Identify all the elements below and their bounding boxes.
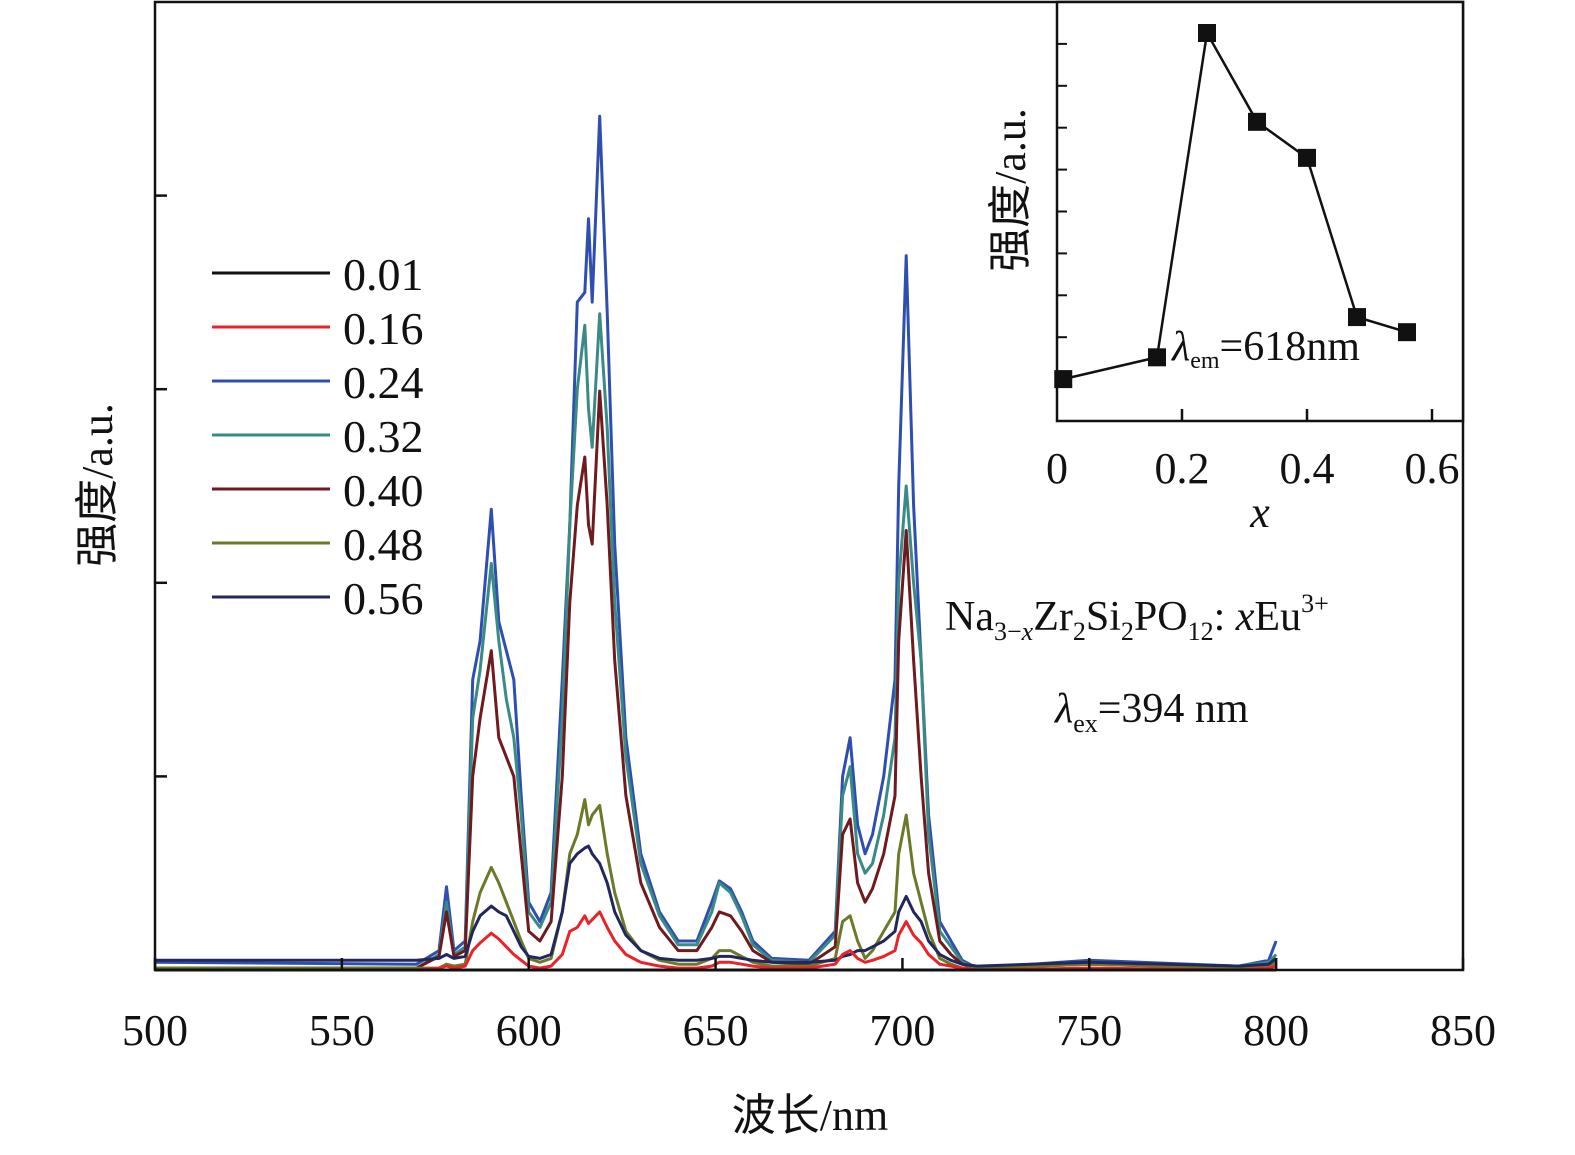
inset-series-group [1054, 24, 1416, 389]
series-line-0.16 [155, 910, 1277, 972]
series-line-0.56 [155, 844, 1278, 968]
inset-axis-ticks: 0 0.2 0.4 0.6 [1046, 42, 1460, 493]
legend-label-0.56: 0.56 [343, 573, 424, 624]
series-line-0.40 [155, 389, 1277, 970]
inset-emission-annotation: λem=618nm [1170, 324, 1360, 374]
main-x-axis-title: 波长/nm [732, 1091, 888, 1140]
series-line-0.32 [155, 312, 1278, 970]
legend-label-0.16: 0.16 [343, 303, 424, 354]
phosphor-formula: Na3−xZr2Si2PO12: xEu3+ [945, 589, 1329, 646]
inset-marker [1198, 24, 1216, 43]
series-line-0.24 [154, 114, 1278, 970]
x-tick-label: 700 [869, 1006, 935, 1055]
inset-x-tick-label: 0.6 [1405, 444, 1460, 493]
inset-x-tick-label: 0.2 [1155, 444, 1210, 493]
x-tick-label: 800 [1243, 1006, 1309, 1055]
inset-marker [1298, 148, 1316, 167]
x-tick-label: 850 [1430, 1006, 1496, 1055]
inset-marker [1148, 348, 1166, 367]
x-tick-label: 600 [496, 1006, 562, 1055]
legend-label-0.40: 0.40 [343, 465, 424, 516]
legend-label-0.01: 0.01 [343, 249, 424, 300]
legend-label-0.32: 0.32 [343, 411, 424, 462]
inset-x-tick-label: 0 [1046, 444, 1068, 493]
x-tick-label: 750 [1056, 1006, 1122, 1055]
legend-label-0.48: 0.48 [343, 519, 424, 570]
inset-x-tick-label: 0.4 [1280, 444, 1335, 493]
main-axis-ticks [153, 194, 1465, 970]
inset-marker [1248, 112, 1266, 131]
inset-marker [1398, 323, 1416, 342]
main-x-tick-labels: 500 550 600 650 700 750 800 850 [122, 1006, 1496, 1055]
series-line-0.48 [155, 798, 1277, 970]
inset-y-axis-title: 强度/a.u. [986, 108, 1035, 272]
excitation-wavelength: λex=394 nm [1053, 686, 1249, 738]
x-tick-label: 650 [683, 1006, 749, 1055]
legend-label-0.24: 0.24 [343, 357, 424, 408]
inset-background [1057, 2, 1463, 421]
inset-x-axis-title: x [1249, 488, 1270, 537]
legend: 0.010.160.240.320.400.480.56 [212, 249, 424, 624]
main-y-axis-title: 强度/a.u. [73, 403, 122, 567]
x-tick-label: 500 [122, 1006, 188, 1055]
x-tick-label: 550 [309, 1006, 375, 1055]
main-plot-frame [153, 0, 1465, 972]
inset-marker [1348, 308, 1366, 327]
